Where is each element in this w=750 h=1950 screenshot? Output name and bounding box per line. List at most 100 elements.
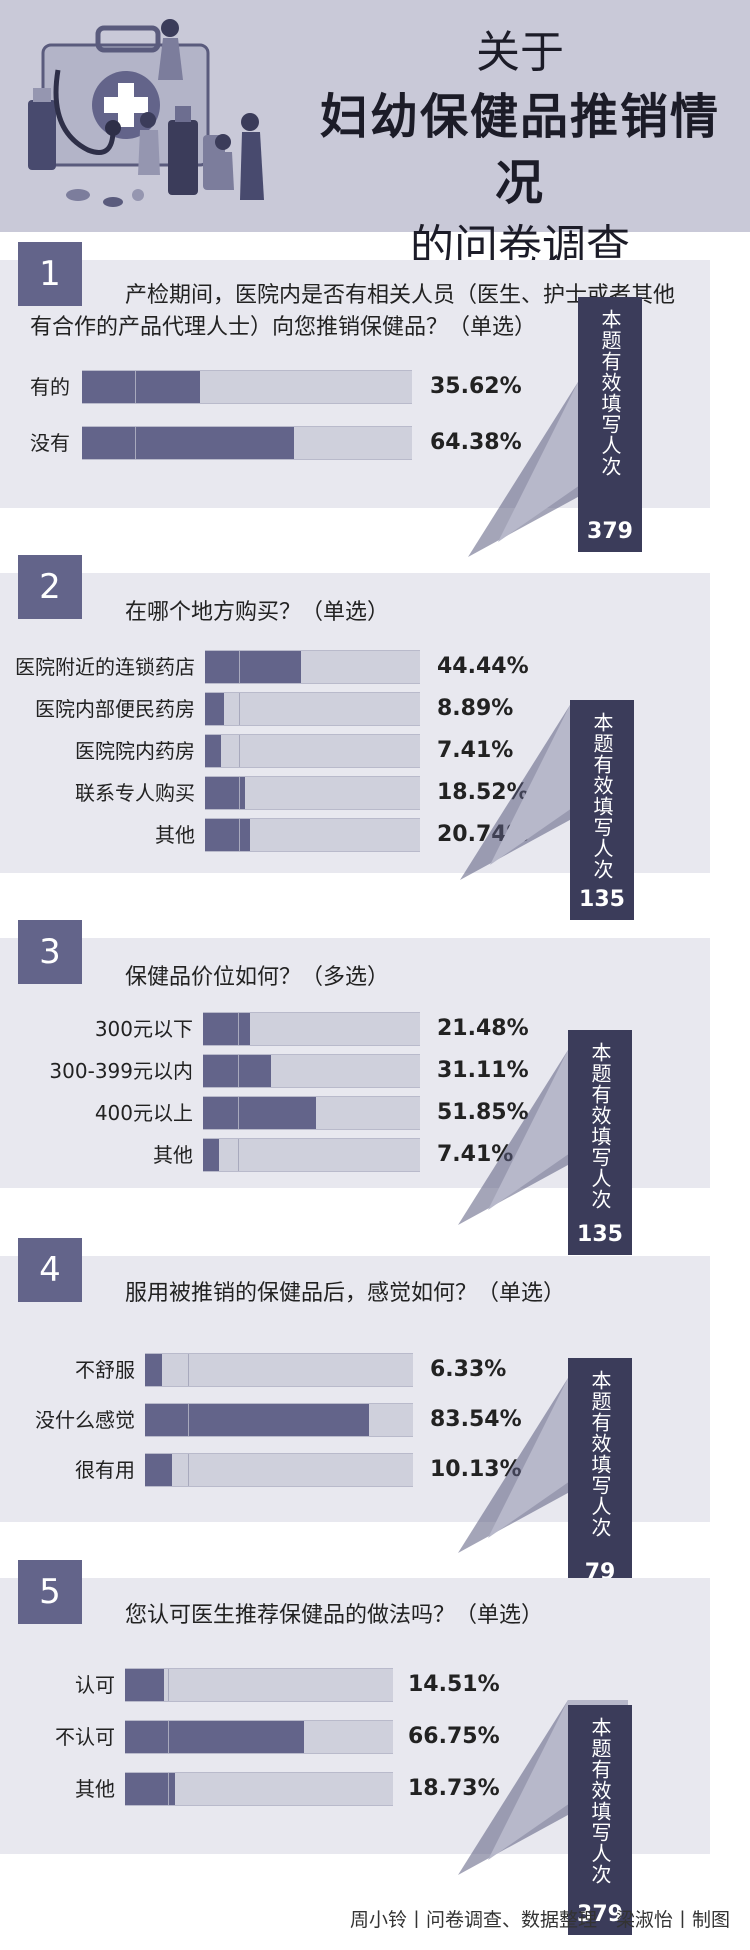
title-line-1: 关于 [476, 27, 564, 78]
category-label: 没有 [30, 431, 70, 455]
bar-tick [237, 1013, 239, 1045]
bar-fill [203, 1139, 220, 1171]
value-label: 83.54% [430, 1407, 522, 1432]
bar-fill [82, 371, 200, 403]
response-count-label: 本题有效填写人次 [588, 1717, 612, 1885]
bar-row: 不认可 66.75% [0, 1720, 560, 1754]
response-count-label: 本题有效填写人次 [590, 712, 614, 880]
question-number: 2 [18, 555, 82, 619]
category-label: 医院院内药房 [75, 739, 195, 763]
bar-tick [134, 371, 136, 403]
question-text: 服用被推销的保健品后，感觉如何？（单选） [125, 1281, 566, 1306]
response-count-tag: 本题有效填写人次 379 [568, 1705, 632, 1935]
bar-tick [239, 693, 241, 725]
bar-tick [167, 1721, 169, 1753]
value-label: 21.48% [437, 1016, 529, 1041]
category-label: 400元以上 [94, 1101, 193, 1125]
header-banner: 关于 妇幼保健品推销情况 的问卷调查 [0, 0, 750, 272]
response-count-label: 本题有效填写人次 [588, 1370, 612, 1538]
category-label: 不认可 [55, 1725, 115, 1749]
response-count-tag: 本题有效填写人次 79 [568, 1358, 632, 1593]
bar-row: 400元以上 51.85% [0, 1096, 560, 1130]
bar-fill [203, 1097, 316, 1129]
value-label: 66.75% [408, 1724, 500, 1749]
bar-fill [205, 693, 225, 725]
question-section-3: 3 保健品价位如何？（多选） 300元以下 21.48% 300-399元以内 31.11… [0, 920, 750, 1255]
category-label: 联系专人购买 [75, 781, 195, 805]
category-label: 医院附近的连锁药店 [15, 655, 195, 679]
value-label: 31.11% [437, 1058, 529, 1083]
category-label: 其他 [153, 1143, 193, 1167]
value-label: 14.51% [408, 1672, 500, 1697]
bar-track [82, 426, 412, 460]
question-section-5: 5 您认可医生推荐保健品的做法吗？（单选） 认可 14.51% 不认可 66.75% 其他 1… [0, 1560, 750, 1935]
bar-row: 没什么感觉 83.54% [0, 1403, 560, 1437]
footer-credits: 周小铃丨问卷调查、数据整理 梁淑怡丨制图 [349, 1909, 730, 1931]
bar-track [205, 734, 420, 768]
bar-fill [145, 1404, 369, 1436]
bar-row: 医院内部便民药房 8.89% [0, 692, 560, 726]
category-label: 其他 [155, 823, 195, 847]
question-text: 您认可医生推荐保健品的做法吗？（单选） [125, 1603, 544, 1628]
response-count-value: 135 [579, 887, 625, 912]
bar-tick [134, 427, 136, 459]
bar-tick [237, 1097, 239, 1129]
category-label: 300元以下 [94, 1017, 193, 1041]
bar-tick [187, 1454, 189, 1486]
question-text: 保健品价位如何？（多选） [125, 965, 390, 990]
bar-fill [145, 1454, 173, 1486]
bar-track [125, 1668, 393, 1702]
bar-track [82, 370, 412, 404]
bar-row: 其他 18.73% [0, 1772, 560, 1806]
bar-tick [187, 1404, 189, 1436]
title-line-2: 妇幼保健品推销情况 [319, 89, 720, 211]
bar-tick [239, 819, 241, 851]
question-section-2: 2 在哪个地方购买？（单选） 医院附近的连锁药店 44.44% 医院内部便民药房 8.89… [0, 555, 750, 920]
bar-fill [205, 819, 250, 851]
bar-row: 300元以下 21.48% [0, 1012, 560, 1046]
bar-row: 300-399元以内 31.11% [0, 1054, 560, 1088]
bar-row: 其他 7.41% [0, 1138, 560, 1172]
response-count-tag: 本题有效填写人次 135 [570, 700, 634, 920]
bar-row: 医院院内药房 7.41% [0, 734, 560, 768]
response-count-tag: 本题有效填写人次 135 [568, 1030, 632, 1255]
response-count-value: 379 [577, 1902, 623, 1927]
bar-tick [237, 1139, 239, 1171]
value-label: 35.62% [430, 374, 522, 399]
value-label: 8.89% [437, 696, 514, 721]
question-section-1: 1 产检期间，医院内是否有相关人员（医生、护士或者其他有合作的产品代理人士）向您推… [0, 242, 750, 557]
category-label: 300-399元以内 [49, 1059, 193, 1083]
response-count-tag: 本题有效填写人次 379 [578, 297, 642, 552]
question-section-4: 4 服用被推销的保健品后，感觉如何？（单选） 不舒服 6.33% 没什么感觉 83.54%… [0, 1238, 750, 1593]
value-label: 6.33% [430, 1357, 507, 1382]
bar-track [203, 1096, 420, 1130]
bar-fill [203, 1013, 250, 1045]
response-count-label: 本题有效填写人次 [588, 1042, 612, 1210]
value-label: 7.41% [437, 738, 514, 763]
category-label: 很有用 [75, 1458, 135, 1482]
response-count-value: 135 [577, 1222, 623, 1247]
question-number: 5 [18, 1560, 82, 1624]
bar-track [145, 1403, 413, 1437]
category-label: 没什么感觉 [35, 1408, 135, 1432]
category-label: 认可 [75, 1673, 115, 1697]
category-label: 不舒服 [75, 1358, 135, 1382]
bar-tick [167, 1773, 169, 1805]
bar-tick [237, 1055, 239, 1087]
bar-track [125, 1720, 393, 1754]
bar-row: 认可 14.51% [0, 1668, 560, 1702]
bar-fill [205, 735, 221, 767]
bar-tick [239, 651, 241, 683]
bar-track [203, 1138, 420, 1172]
bar-track [145, 1353, 413, 1387]
bar-fill [125, 1773, 176, 1805]
bar-track [205, 776, 420, 810]
bar-row: 联系专人购买 18.52% [0, 776, 560, 810]
bar-tick [239, 777, 241, 809]
bar-row: 有的 35.62% [0, 370, 560, 404]
bar-track [205, 818, 420, 852]
response-count-value: 379 [587, 519, 633, 544]
bar-fill [205, 777, 245, 809]
bar-track [205, 650, 420, 684]
bar-fill [125, 1721, 304, 1753]
